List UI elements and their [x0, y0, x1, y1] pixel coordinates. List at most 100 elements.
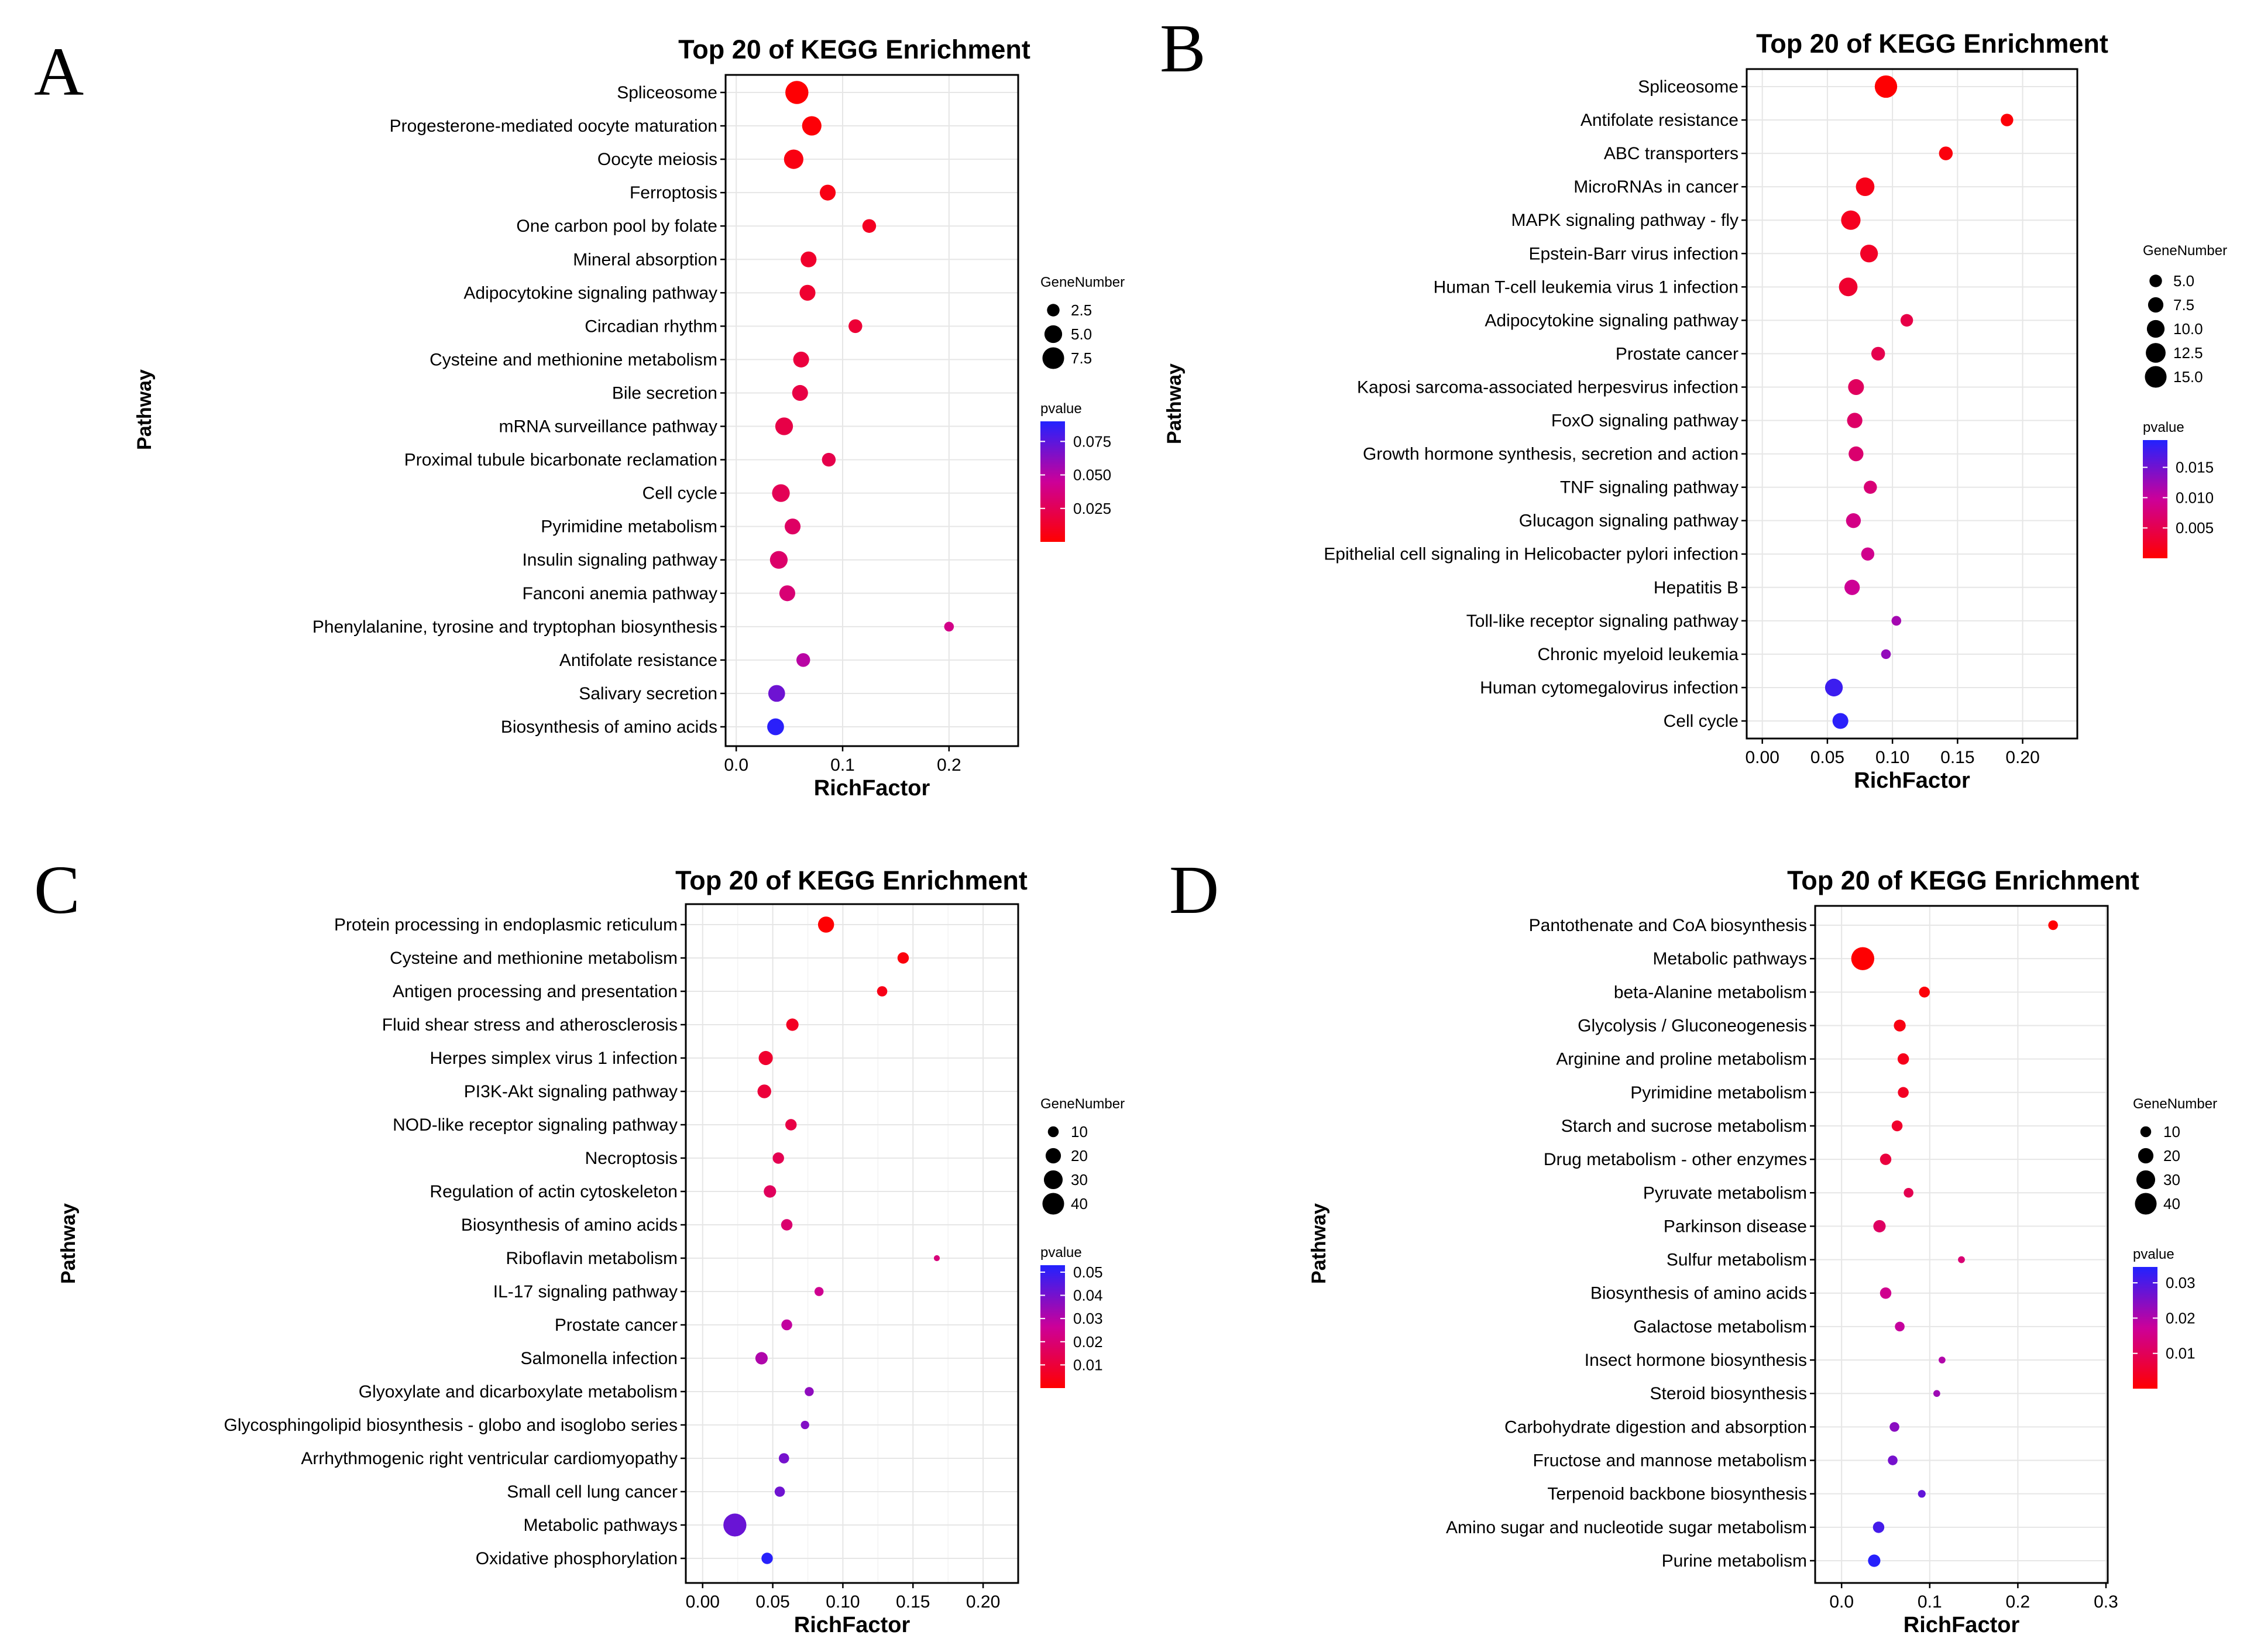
x-axis-label: RichFactor — [1854, 768, 1970, 793]
panel-letter: B — [1160, 10, 1206, 87]
x-tick-label: 0.15 — [896, 1592, 930, 1612]
size-legend: GeneNumber 10 20 30 40 — [1040, 1096, 1125, 1215]
x-tick-label: 0.00 — [686, 1592, 720, 1612]
x-axis-label: RichFactor — [794, 1613, 911, 1637]
gridlines — [1747, 69, 2077, 739]
panel-c: C Top 20 of KEGG Enrichment Protein proces… — [34, 851, 1125, 1637]
data-point — [779, 585, 795, 602]
pathway-label: Chronic myeloid leukemia — [1538, 645, 1739, 664]
pathway-labels: Spliceosome Progesterone-mediated oocyte … — [312, 83, 726, 737]
size-legend-dot — [2136, 1170, 2156, 1190]
size-legend-label: 5.0 — [2173, 272, 2194, 290]
size-legend: GeneNumber 2.5 5.0 7.5 — [1040, 274, 1125, 369]
data-point — [764, 1185, 777, 1198]
data-point — [785, 1119, 797, 1131]
data-point — [1839, 277, 1858, 297]
colorbar-label: 0.075 — [1073, 432, 1111, 450]
pathway-label: Salivary secretion — [579, 684, 717, 703]
size-legend-label: 12.5 — [2173, 344, 2203, 362]
chart-title: Top 20 of KEGG Enrichment — [675, 866, 1028, 895]
data-point — [767, 718, 784, 736]
size-legend-label: 20 — [2163, 1147, 2180, 1165]
pathway-label: Oocyte meiosis — [597, 150, 717, 169]
pathway-label: Circadian rhythm — [585, 317, 717, 336]
pathway-label: Antigen processing and presentation — [393, 982, 678, 1001]
x-tick-label: 0.05 — [1810, 748, 1844, 767]
size-legend-title: GeneNumber — [2133, 1096, 2217, 1112]
x-tick-label: 0.3 — [2094, 1592, 2118, 1612]
data-points — [723, 916, 940, 1564]
colorbar-label: 0.04 — [1073, 1287, 1103, 1304]
pathway-label: Pyruvate metabolism — [1643, 1183, 1807, 1203]
data-point — [1847, 413, 1863, 428]
data-point — [796, 653, 810, 667]
data-point — [755, 1352, 768, 1365]
data-point — [781, 1219, 793, 1231]
color-legend: pvalue 0.03 0.02 0.01 — [2133, 1246, 2196, 1389]
data-point — [1881, 649, 1891, 660]
panel-d: D Top 20 of KEGG Enrichment Pantothenate a… — [1169, 851, 2217, 1637]
data-point — [1918, 1490, 1926, 1498]
pathway-label: Cysteine and methionine metabolism — [430, 350, 717, 369]
colorbar-label: 0.01 — [2166, 1345, 2196, 1362]
pathway-label: PI3K-Akt signaling pathway — [464, 1082, 678, 1101]
x-axis-label: RichFactor — [814, 776, 930, 801]
size-legend-dot — [1047, 1126, 1059, 1138]
pathway-label: Biosynthesis of amino acids — [1590, 1284, 1807, 1303]
data-point — [1860, 245, 1878, 263]
data-point — [1825, 678, 1843, 697]
colorbar-label: 0.03 — [1073, 1310, 1103, 1327]
color-legend-title: pvalue — [1040, 401, 1082, 417]
size-legend-title: GeneNumber — [1040, 1096, 1125, 1112]
pathway-label: Small cell lung cancer — [507, 1482, 678, 1502]
pathway-label: MAPK signaling pathway - fly — [1511, 211, 1738, 230]
pathway-labels: Pantothenate and CoA biosynthesis Metabol… — [1446, 916, 1815, 1571]
data-point — [1871, 346, 1885, 361]
size-legend-label: 5.0 — [1071, 325, 1092, 343]
data-point — [799, 284, 816, 301]
chart-title: Top 20 of KEGG Enrichment — [1756, 29, 2108, 59]
colorbar-label: 0.025 — [1073, 500, 1111, 517]
data-point — [1895, 1321, 1905, 1332]
data-point — [761, 1553, 773, 1564]
data-point — [800, 1420, 809, 1430]
plot-frame — [685, 903, 1019, 1584]
pathway-label: One carbon pool by folate — [516, 217, 717, 236]
pathway-label: Antifolate resistance — [1581, 111, 1738, 130]
pathway-label: Insulin signaling pathway — [522, 551, 717, 570]
data-point — [769, 551, 788, 569]
x-tick-label: 0.2 — [2006, 1592, 2030, 1612]
data-point — [820, 184, 836, 201]
pathway-label: mRNA surveillance pathway — [499, 417, 718, 437]
pathway-label: IL-17 signaling pathway — [493, 1282, 678, 1301]
data-point — [772, 484, 790, 502]
pathway-label: Cell cycle — [1664, 712, 1738, 731]
pathway-label: Cysteine and methionine metabolism — [390, 949, 678, 968]
pathway-label: Adipocytokine signaling pathway — [463, 283, 717, 303]
size-legend-label: 10 — [1071, 1123, 1088, 1141]
size-legend-label: 30 — [1071, 1171, 1088, 1189]
data-point — [768, 685, 785, 702]
x-tick-label: 0.20 — [2005, 748, 2039, 767]
size-legend-label: 40 — [2163, 1195, 2180, 1213]
colorbar-label: 0.03 — [2166, 1274, 2196, 1292]
pathway-label: Antifolate resistance — [559, 651, 717, 670]
data-point — [848, 319, 863, 334]
data-point — [1939, 1356, 1946, 1363]
data-point — [1888, 1455, 1898, 1465]
x-tick-label: 0.0 — [1829, 1592, 1854, 1612]
x-tick-label: 0.2 — [937, 755, 961, 775]
x-tick-label: 0.1 — [1918, 1592, 1942, 1612]
data-point — [1864, 480, 1877, 494]
pathway-label: Adipocytokine signaling pathway — [1485, 311, 1738, 330]
x-tick-label: 0.10 — [826, 1592, 860, 1612]
pathway-label: Toll-like receptor signaling pathway — [1466, 612, 1738, 631]
data-point — [758, 1050, 773, 1066]
gridlines — [686, 904, 1018, 1583]
pathway-label: Metabolic pathways — [524, 1516, 678, 1535]
pathway-label: Fluid shear stress and atherosclerosis — [382, 1015, 678, 1035]
size-legend-label: 15.0 — [2173, 368, 2203, 386]
size-legend-label: 40 — [1071, 1195, 1088, 1213]
pathway-label: Amino sugar and nucleotide sugar metabol… — [1446, 1518, 1807, 1537]
